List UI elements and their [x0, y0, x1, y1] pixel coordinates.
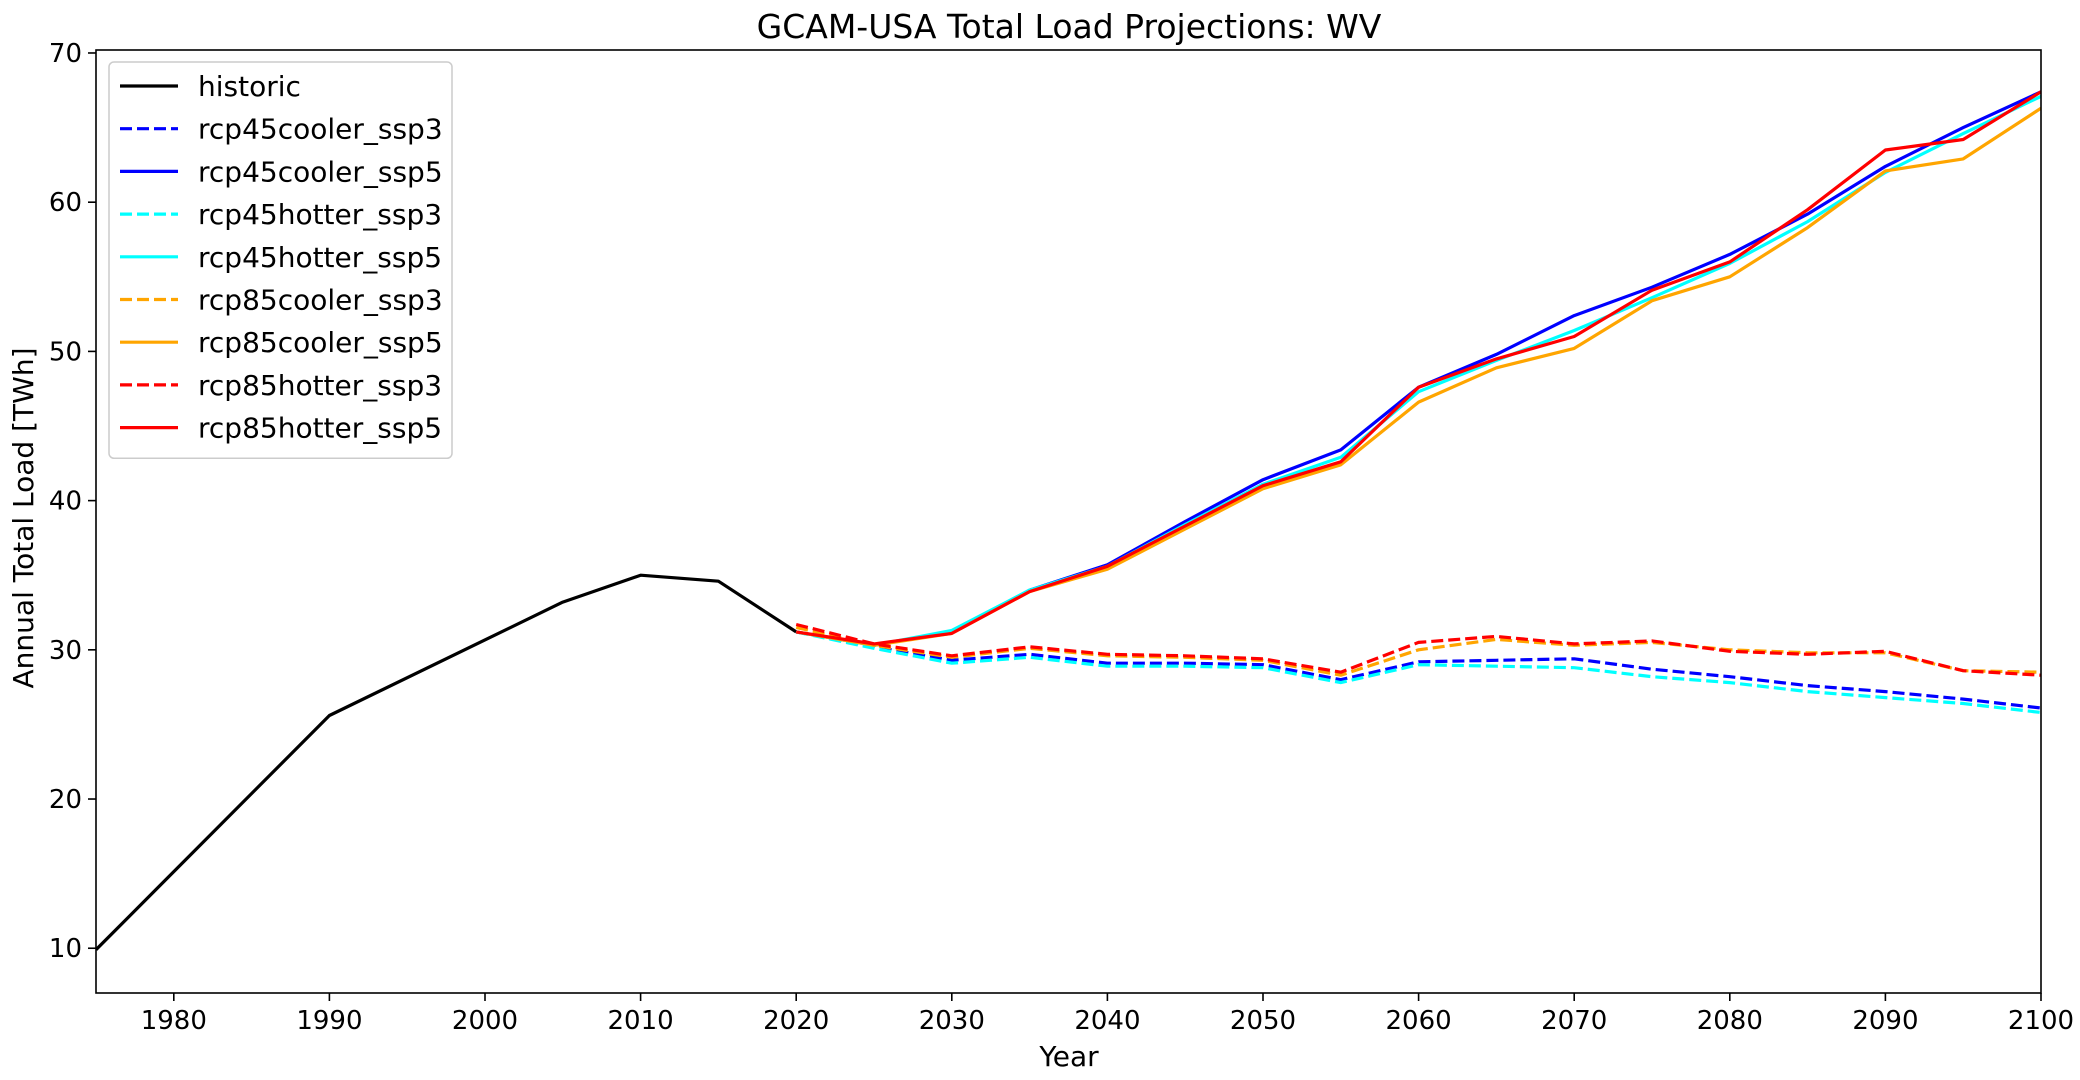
series-line-rcp85hotter-ssp5	[795, 90, 2041, 646]
x-tick-label: 1990	[296, 1006, 362, 1036]
plot-area	[95, 49, 2042, 994]
chart-title: GCAM-USA Total Load Projections: WV	[757, 7, 1382, 46]
legend-label-rcp45hotter-ssp3: rcp45hotter_ssp3	[198, 198, 442, 231]
x-tick-label: 2000	[452, 1006, 518, 1036]
y-tick-label: 30	[49, 636, 82, 666]
y-tick-label: 60	[49, 188, 82, 218]
x-tick-label: 2090	[1852, 1006, 1918, 1036]
x-tick-label: 2030	[919, 1006, 985, 1036]
x-tick-label: 2060	[1386, 1006, 1452, 1036]
legend: historic rcp45cooler_ssp3 rcp45cooler_ssp5…	[108, 61, 453, 460]
series-line-rcp45cooler-ssp3	[795, 630, 2041, 710]
x-axis-label: Year	[1038, 1040, 1099, 1073]
x-tick-label: 2070	[1541, 1006, 1607, 1036]
legend-label-rcp85cooler-ssp5: rcp85cooler_ssp5	[198, 326, 443, 359]
x-tick-label: 2100	[2008, 1006, 2074, 1036]
legend-label-rcp45cooler-ssp5: rcp45cooler_ssp5	[198, 155, 443, 188]
plot-frame	[95, 49, 2042, 994]
y-tick-label: 10	[49, 934, 82, 964]
legend-label-rcp85cooler-ssp3: rcp85cooler_ssp3	[198, 284, 443, 317]
series-line-historic	[96, 573, 798, 951]
legend-label-rcp45cooler-ssp3: rcp45cooler_ssp3	[198, 113, 443, 146]
legend-label-rcp85hotter-ssp3: rcp85hotter_ssp3	[198, 369, 442, 402]
x-tick-label: 2040	[1074, 1006, 1140, 1036]
x-tick-label: 2080	[1697, 1006, 1763, 1036]
y-tick-label: 70	[49, 39, 82, 69]
series-line-rcp45hotter-ssp5	[795, 94, 2041, 647]
x-tick-label: 2010	[608, 1006, 674, 1036]
series-line-rcp45hotter-ssp3	[795, 630, 2041, 715]
legend-label-rcp45hotter-ssp5: rcp45hotter_ssp5	[198, 241, 442, 274]
series-lines	[96, 90, 2041, 951]
axis-ticks: 1980 1990 2000 2010 2020 2030 2040 2050 2060 2070…	[49, 39, 2074, 1036]
y-axis-label: Annual Total Load [TWh]	[7, 348, 40, 689]
legend-label-rcp85hotter-ssp5: rcp85hotter_ssp5	[198, 412, 442, 445]
y-tick-label: 20	[49, 785, 82, 815]
x-tick-label: 2050	[1230, 1006, 1296, 1036]
y-tick-label: 40	[49, 487, 82, 517]
legend-box	[108, 61, 453, 460]
legend-label-historic: historic	[198, 70, 301, 103]
series-line-rcp85hotter-ssp3	[795, 622, 2041, 677]
x-tick-label: 1980	[141, 1006, 207, 1036]
x-tick-label: 2020	[763, 1006, 829, 1036]
y-tick-label: 50	[49, 337, 82, 367]
